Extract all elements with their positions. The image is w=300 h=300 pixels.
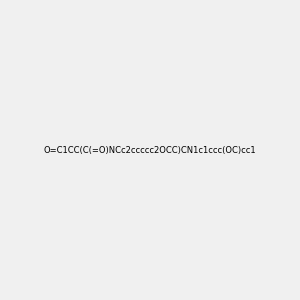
Text: O=C1CC(C(=O)NCc2ccccc2OCC)CN1c1ccc(OC)cc1: O=C1CC(C(=O)NCc2ccccc2OCC)CN1c1ccc(OC)cc… (44, 146, 256, 154)
